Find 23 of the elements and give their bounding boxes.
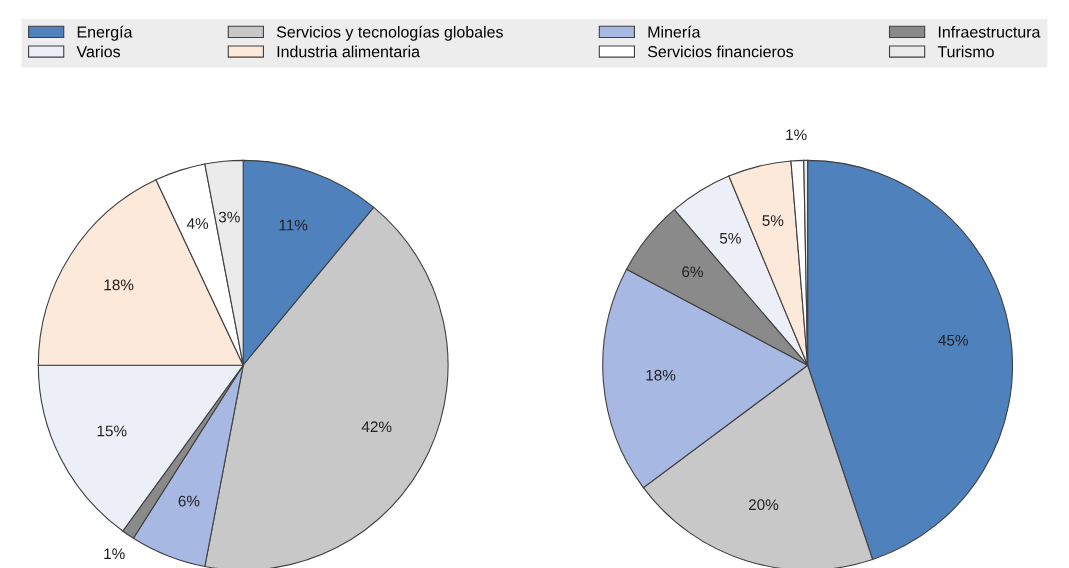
data-label: 42% — [361, 421, 392, 433]
legend-label: Industria alimentaria — [277, 45, 421, 58]
data-label: 3% — [218, 211, 240, 223]
data-label: 45% — [938, 334, 968, 346]
legend-label: Servicios y tecnologías globales — [276, 25, 503, 41]
data-label: 1% — [104, 548, 125, 560]
legend-label: Minería — [648, 25, 701, 38]
legend-label: Infraestructura — [938, 25, 1041, 38]
data-label: 6% — [178, 495, 200, 507]
data-label: 4% — [186, 218, 209, 229]
data-label: 20% — [748, 499, 779, 511]
legend-label: Energía — [77, 25, 133, 41]
data-label: 18% — [104, 279, 134, 291]
legend-label: Turismo — [937, 45, 994, 58]
legend-label: Servicios financieros — [647, 45, 794, 58]
data-label: 1% — [786, 129, 807, 141]
legend-label: Varios — [76, 45, 121, 58]
data-label: 11% — [279, 219, 308, 231]
data-label: 5% — [762, 215, 784, 226]
data-label: 6% — [682, 266, 703, 278]
data-label: 18% — [646, 369, 676, 381]
data-label: 5% — [719, 232, 741, 244]
data-label: 15% — [97, 425, 127, 437]
